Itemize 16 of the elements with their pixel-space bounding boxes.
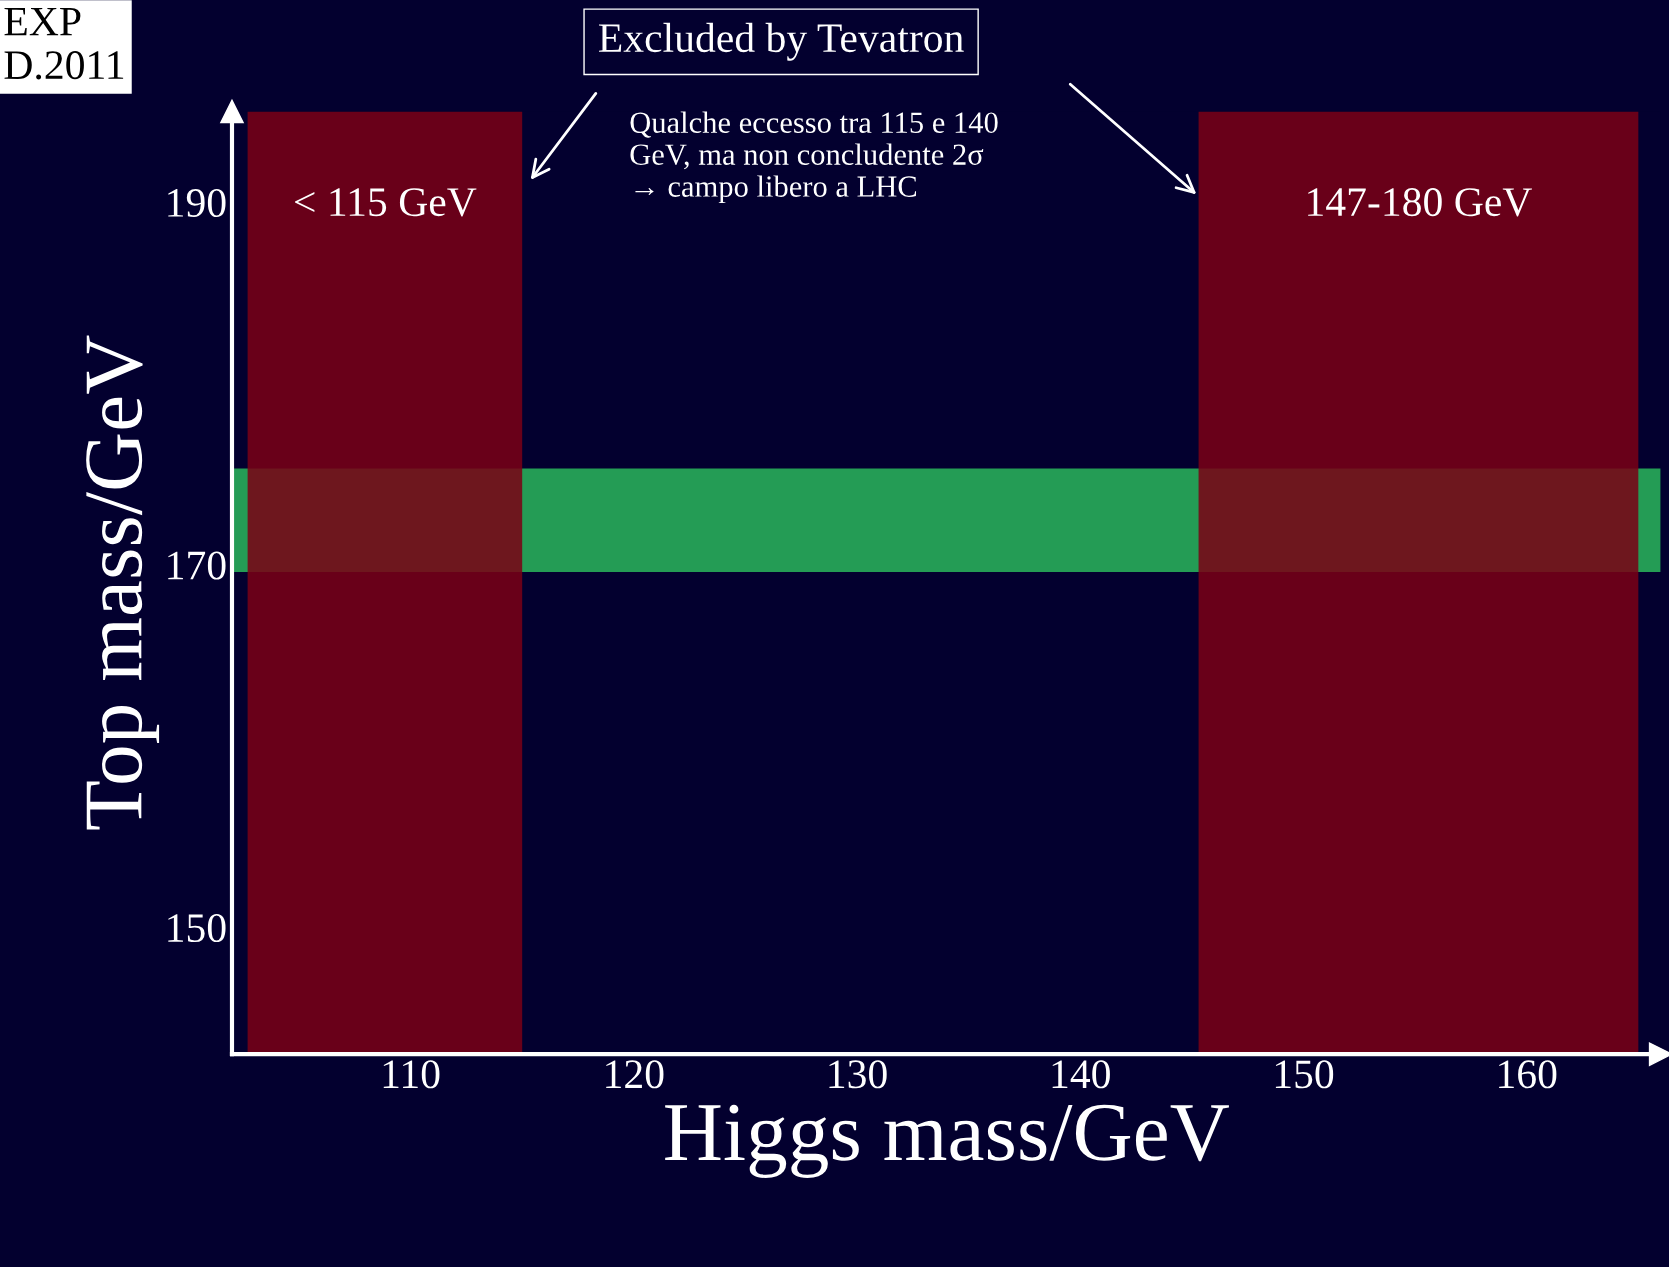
x-tick-label: 150: [1275, 1060, 1334, 1089]
x-tick-label: 130: [829, 1060, 887, 1089]
text: Excluded by Tevatron: [598, 22, 964, 61]
band-label: < 115 GeV: [295, 188, 477, 217]
y-tick-label: 170: [168, 551, 226, 580]
y-tick-label: 150: [168, 914, 226, 943]
x-tick-label: 160: [1499, 1060, 1557, 1089]
x-axis-title: Higgs mass/GeV: [665, 1104, 1229, 1178]
x-tick-label: 120: [606, 1060, 664, 1089]
y-tick-label: 190: [168, 188, 226, 217]
y-axis-title: Top mass/GeV: [86, 335, 160, 830]
annotation: Qualche eccesso tra 115 e 140 GeV, ma non concludente 2σ → campo libero a LHC: [630, 111, 998, 204]
x-tick-label: 110: [383, 1060, 440, 1089]
band-label: 147-180 GeV: [1308, 188, 1532, 217]
text: EXP D.2011: [4, 7, 124, 80]
x-tick-label: 140: [1052, 1060, 1110, 1089]
